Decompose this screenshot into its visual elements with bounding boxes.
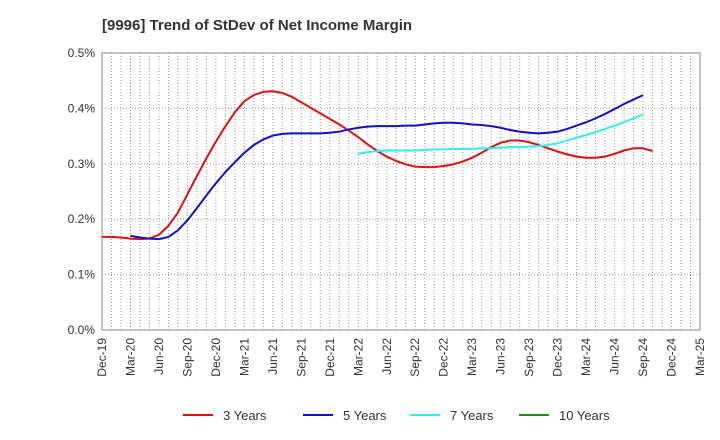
y-tick-label: 0.0% bbox=[68, 323, 96, 337]
x-tick-label: Jun-22 bbox=[380, 338, 394, 375]
chart-title: [9996] Trend of StDev of Net Income Marg… bbox=[102, 17, 412, 34]
x-tick-label: Mar-20 bbox=[123, 338, 137, 376]
x-tick-label: Sep-23 bbox=[522, 338, 536, 377]
y-tick-label: 0.4% bbox=[68, 101, 96, 115]
y-tick-label: 0.1% bbox=[68, 268, 96, 282]
y-tick-label: 0.3% bbox=[68, 157, 96, 171]
plot-frame bbox=[101, 52, 701, 331]
x-tick-label: Dec-22 bbox=[437, 338, 451, 377]
x-tick-label: Jun-23 bbox=[494, 338, 508, 375]
plot-background bbox=[102, 53, 700, 330]
x-tick-label: Dec-21 bbox=[323, 338, 337, 377]
x-tick-label: Sep-24 bbox=[636, 338, 650, 377]
plot-area: 0.0% 0.1% 0.2% 0.3% 0.4% 0.5% Dec-19 Mar-20 Jun-… bbox=[68, 46, 707, 377]
legend: 3 Years 5 Years 7 Years 10 Years bbox=[183, 408, 610, 423]
x-tick-label: Jun-21 bbox=[266, 338, 280, 375]
x-tick-label: Mar-22 bbox=[351, 338, 365, 376]
x-tick-label: Dec-24 bbox=[665, 338, 679, 377]
x-tick-label: Mar-21 bbox=[237, 338, 251, 376]
x-tick-label: Dec-19 bbox=[95, 338, 109, 377]
x-tick-label: Mar-23 bbox=[465, 338, 479, 376]
x-tick-label: Sep-20 bbox=[180, 338, 194, 377]
x-tick-label: Jun-20 bbox=[152, 338, 166, 375]
legend-label: 7 Years bbox=[450, 408, 494, 423]
x-tick-label: Mar-25 bbox=[693, 338, 707, 376]
x-tick-label: Dec-23 bbox=[551, 338, 565, 377]
x-tick-label: Jun-24 bbox=[608, 338, 622, 375]
series-line-5-years bbox=[130, 94, 644, 241]
x-tick-label: Mar-24 bbox=[579, 338, 593, 376]
legend-label: 10 Years bbox=[559, 408, 610, 423]
legend-label: 3 Years bbox=[223, 408, 267, 423]
x-tick-label: Dec-20 bbox=[209, 338, 223, 377]
y-tick-label: 0.5% bbox=[68, 46, 96, 60]
x-tick-label: Sep-22 bbox=[408, 338, 422, 377]
legend-label: 5 Years bbox=[343, 408, 387, 423]
series-line-7-years bbox=[358, 113, 644, 155]
x-tick-label: Sep-21 bbox=[294, 338, 308, 377]
y-tick-label: 0.2% bbox=[68, 212, 96, 226]
